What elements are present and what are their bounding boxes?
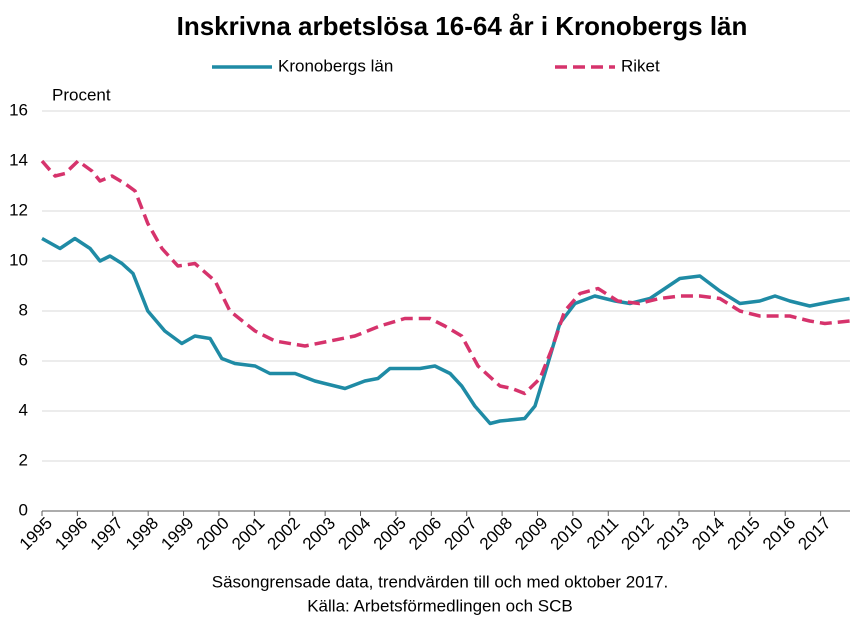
x-tick-label: 2014 bbox=[688, 514, 728, 554]
legend-label: Kronobergs län bbox=[278, 56, 393, 75]
y-axis-label: Procent bbox=[52, 85, 111, 104]
x-tick-label: 1995 bbox=[16, 514, 56, 554]
x-tick-label: 2003 bbox=[299, 514, 339, 554]
legend-label: Riket bbox=[621, 56, 660, 75]
x-tick-label: 2011 bbox=[583, 514, 622, 553]
x-tick-label: 1999 bbox=[157, 514, 197, 554]
y-tick-label: 8 bbox=[19, 300, 28, 319]
y-tick-label: 0 bbox=[19, 500, 28, 519]
x-tick-label: 2004 bbox=[334, 514, 374, 554]
x-tick-label: 2009 bbox=[511, 514, 551, 554]
y-tick-label: 12 bbox=[9, 200, 28, 219]
note: Säsongrensade data, trendvärden till och… bbox=[212, 572, 668, 591]
x-tick-label: 2012 bbox=[617, 514, 657, 554]
y-tick-label: 14 bbox=[9, 150, 28, 169]
x-tick-label: 2007 bbox=[441, 514, 481, 554]
x-tick-label: 2001 bbox=[228, 514, 268, 554]
y-tick-label: 16 bbox=[9, 100, 28, 119]
x-tick-label: 2015 bbox=[724, 514, 764, 554]
line bbox=[41, 236, 850, 426]
x-tick-label: 2013 bbox=[653, 514, 693, 554]
x-tick-label: 2000 bbox=[193, 514, 233, 554]
line bbox=[40, 159, 850, 396]
x-tick-label: 1997 bbox=[87, 514, 127, 554]
x-tick-label: 1996 bbox=[51, 514, 91, 554]
y-tick-label: 6 bbox=[19, 350, 28, 369]
chart-title: Inskrivna arbetslösa 16-64 år i Kronober… bbox=[177, 11, 748, 41]
y-tick-label: 4 bbox=[19, 400, 28, 419]
x-tick-label: 1998 bbox=[122, 514, 162, 554]
x-tick-label: 2008 bbox=[476, 514, 516, 554]
x-tick-label: 2005 bbox=[370, 514, 410, 554]
x-tick-label: 2006 bbox=[405, 514, 445, 554]
y-tick-label: 10 bbox=[9, 250, 28, 269]
x-tick-label: 2016 bbox=[759, 514, 799, 554]
note: Källa: Arbetsförmedlingen och SCB bbox=[307, 596, 573, 615]
x-tick-label: 2002 bbox=[264, 514, 304, 554]
x-tick-label: 2010 bbox=[547, 514, 587, 554]
x-tick-label: 2017 bbox=[794, 514, 834, 554]
y-tick-label: 2 bbox=[19, 450, 28, 469]
